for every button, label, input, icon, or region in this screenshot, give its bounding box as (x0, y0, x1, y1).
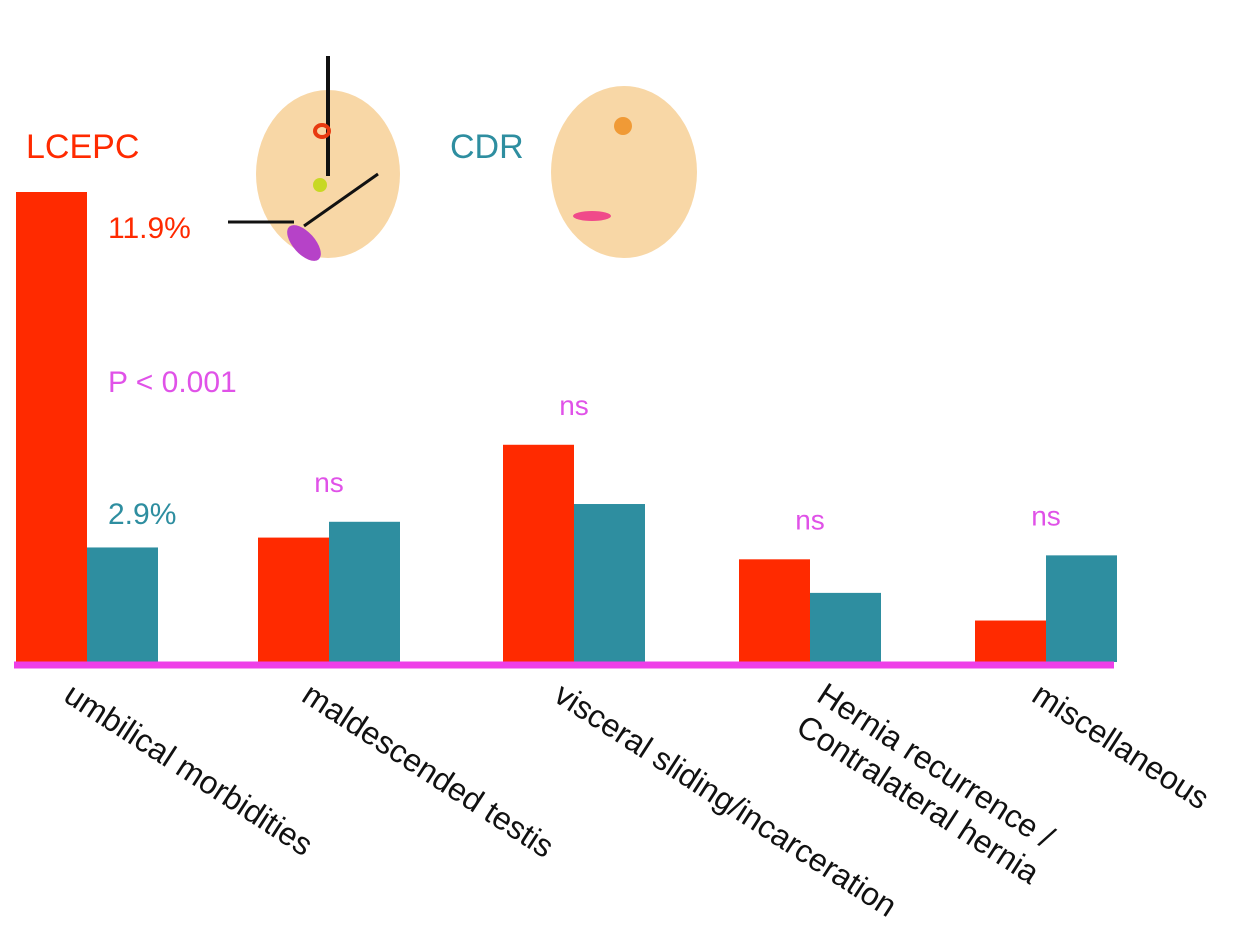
bar-lcepc-miscellaneous (975, 620, 1046, 662)
significance-label-maldescended-testis: ns (314, 467, 344, 498)
bar-cdr-umbilical-morbidities (87, 547, 158, 662)
bar-cdr-miscellaneous (1046, 555, 1117, 662)
bars-layer (16, 192, 1117, 662)
lcepc-umbilical-value-label: 11.9% (108, 212, 191, 245)
tick-label-umbilical-morbidities: umbilical morbidities (58, 676, 319, 863)
bar-lcepc-umbilical-morbidities (16, 192, 87, 662)
tick-label-line: maldescended testis (296, 676, 560, 865)
bar-cdr-hernia-recurrence (810, 592, 881, 662)
tick-label-miscellaneous: miscellaneous (1026, 676, 1216, 817)
bar-cdr-maldescended-testis (329, 521, 400, 662)
bar-lcepc-maldescended-testis (258, 537, 329, 662)
legend-lcepc-label: LCEPC (26, 128, 139, 166)
tick-label-maldescended-testis: maldescended testis (296, 676, 560, 865)
bar-lcepc-hernia-recurrence (739, 559, 810, 662)
significance-label-hernia-recurrence: ns (795, 504, 825, 535)
abdomen-open-repair-icon (551, 86, 697, 258)
legend: LCEPC CDR (26, 56, 697, 261)
significance-label-visceral-sliding-incarceration: ns (559, 390, 589, 421)
bar-lcepc-visceral-sliding-incarceration (503, 444, 574, 662)
annotations: 11.9% P < 0.001 2.9% (108, 212, 237, 531)
significance-labels: ns ns ns ns (314, 390, 1061, 536)
bar-cdr-visceral-sliding-incarceration (574, 504, 645, 662)
legend-cdr-label: CDR (450, 128, 524, 166)
tick-label-line: umbilical morbidities (58, 676, 319, 863)
p-value-label: P < 0.001 (108, 366, 237, 399)
abdomen-laparoscopic-icon (228, 56, 400, 261)
tick-label-line: miscellaneous (1026, 676, 1216, 817)
significance-label-miscellaneous: ns (1031, 500, 1061, 531)
cdr-umbilical-value-label: 2.9% (108, 498, 176, 531)
